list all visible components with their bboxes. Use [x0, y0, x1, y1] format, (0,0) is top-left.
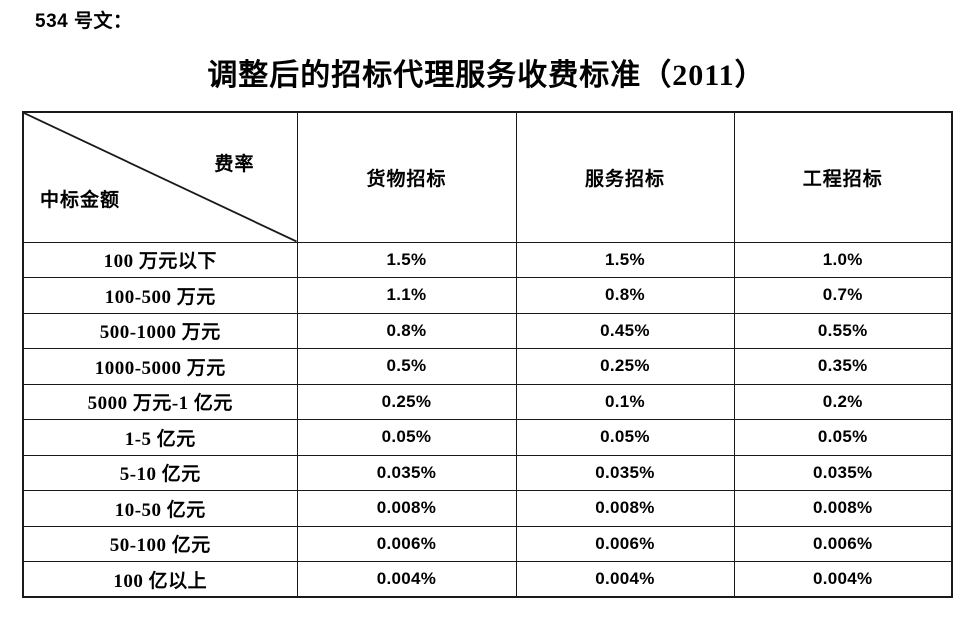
- fee-value-cell: 0.35%: [733, 348, 953, 385]
- diagonal-divider: [24, 113, 297, 242]
- table-row: 100 万元以下 1.5% 1.5% 1.0%: [22, 241, 953, 278]
- header-row: 费率 中标金额 货物招标 服务招标 工程招标: [22, 111, 953, 243]
- fee-value-cell: 1.5%: [296, 241, 517, 278]
- fee-value-cell: 0.1%: [515, 383, 735, 420]
- corner-header-cell: 费率 中标金额: [22, 111, 298, 243]
- corner-label-amount: 中标金额: [40, 189, 121, 211]
- table-row: 100 亿以上 0.004% 0.004% 0.004%: [22, 561, 953, 598]
- fee-value-cell: 1.0%: [733, 241, 953, 278]
- fee-value-cell: 0.25%: [515, 348, 735, 385]
- fee-value-cell: 0.5%: [296, 348, 517, 385]
- table-row: 5000 万元-1 亿元 0.25% 0.1% 0.2%: [22, 383, 953, 420]
- fee-value-cell: 0.008%: [515, 490, 735, 527]
- row-label-cell: 100 万元以下: [22, 241, 298, 278]
- column-header-engineering: 工程招标: [733, 111, 953, 243]
- table-row: 100-500 万元 1.1% 0.8% 0.7%: [22, 277, 953, 314]
- fee-value-cell: 0.55%: [733, 312, 953, 349]
- row-label-cell: 50-100 亿元: [22, 525, 298, 562]
- fee-value-cell: 0.004%: [515, 561, 735, 598]
- column-header-services: 服务招标: [515, 111, 735, 243]
- fee-value-cell: 0.008%: [296, 490, 517, 527]
- fee-value-cell: 0.006%: [733, 525, 953, 562]
- fee-value-cell: 1.5%: [515, 241, 735, 278]
- row-label-cell: 5-10 亿元: [22, 454, 298, 491]
- fee-value-cell: 0.2%: [733, 383, 953, 420]
- fee-value-cell: 0.008%: [733, 490, 953, 527]
- doc-number-label: 534 号文：: [35, 11, 133, 32]
- table-row: 50-100 亿元 0.006% 0.006% 0.006%: [22, 525, 953, 562]
- row-label-cell: 5000 万元-1 亿元: [22, 383, 298, 420]
- fee-value-cell: 0.8%: [515, 277, 735, 314]
- table-row: 5-10 亿元 0.035% 0.035% 0.035%: [22, 454, 953, 491]
- fee-value-cell: 0.035%: [733, 454, 953, 491]
- row-label-cell: 1-5 亿元: [22, 419, 298, 456]
- table-row: 500-1000 万元 0.8% 0.45% 0.55%: [22, 312, 953, 349]
- page-title: 调整后的招标代理服务收费标准（2011）: [207, 59, 766, 92]
- fee-rate-table: 费率 中标金额 货物招标 服务招标 工程招标 100 万元以下 1.5% 1.5…: [22, 111, 953, 598]
- corner-label-rate: 费率: [214, 154, 255, 175]
- fee-value-cell: 0.8%: [296, 312, 517, 349]
- row-label-cell: 100-500 万元: [22, 277, 298, 314]
- fee-value-cell: 0.006%: [515, 525, 735, 562]
- table-row: 10-50 亿元 0.008% 0.008% 0.008%: [22, 490, 953, 527]
- fee-value-cell: 0.004%: [296, 561, 517, 598]
- row-label-cell: 500-1000 万元: [22, 312, 298, 349]
- fee-value-cell: 0.05%: [296, 419, 517, 456]
- row-label-cell: 100 亿以上: [22, 561, 298, 598]
- fee-value-cell: 0.035%: [515, 454, 735, 491]
- fee-value-cell: 1.1%: [296, 277, 517, 314]
- column-header-goods: 货物招标: [296, 111, 517, 243]
- table-row: 1000-5000 万元 0.5% 0.25% 0.35%: [22, 348, 953, 385]
- fee-value-cell: 0.035%: [296, 454, 517, 491]
- fee-value-cell: 0.7%: [733, 277, 953, 314]
- fee-value-cell: 0.05%: [515, 419, 735, 456]
- fee-value-cell: 0.004%: [733, 561, 953, 598]
- fee-value-cell: 0.05%: [733, 419, 953, 456]
- row-label-cell: 1000-5000 万元: [22, 348, 298, 385]
- fee-value-cell: 0.45%: [515, 312, 735, 349]
- fee-value-cell: 0.25%: [296, 383, 517, 420]
- row-label-cell: 10-50 亿元: [22, 490, 298, 527]
- fee-value-cell: 0.006%: [296, 525, 517, 562]
- table-row: 1-5 亿元 0.05% 0.05% 0.05%: [22, 419, 953, 456]
